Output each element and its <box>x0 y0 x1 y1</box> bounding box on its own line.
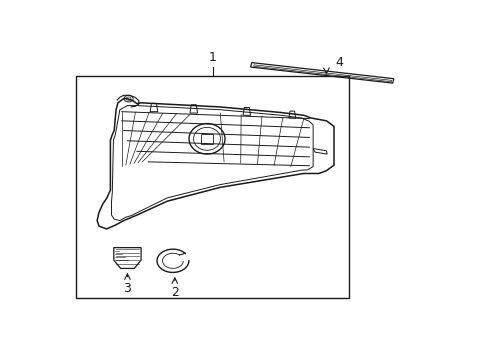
Text: 2: 2 <box>170 286 179 299</box>
Bar <box>76 76 348 298</box>
Text: 3: 3 <box>123 282 131 295</box>
Text: 4: 4 <box>335 56 343 69</box>
Text: 1: 1 <box>208 51 216 64</box>
